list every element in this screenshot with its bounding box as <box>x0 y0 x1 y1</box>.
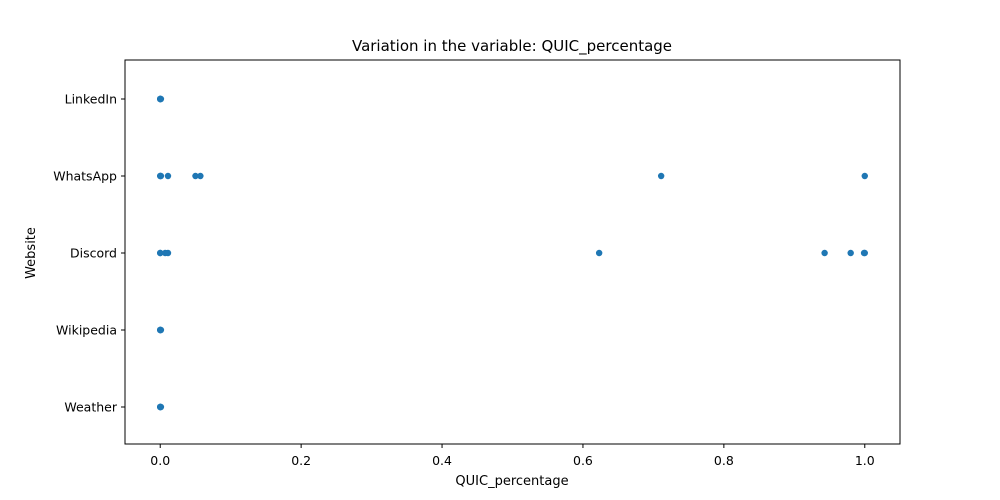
data-point <box>595 249 603 257</box>
y-tick-label: Discord <box>70 246 117 261</box>
x-axis-label: QUIC_percentage <box>455 474 568 489</box>
x-tick-label: 0.2 <box>291 453 311 468</box>
data-point <box>164 249 172 257</box>
x-tick-label: 1.0 <box>855 453 875 468</box>
x-tick-label: 0.8 <box>714 453 734 468</box>
x-tick-label: 0.6 <box>573 453 593 468</box>
y-tick-label: Wikipedia <box>56 323 117 338</box>
x-tick-label: 0.4 <box>432 453 452 468</box>
data-point <box>192 172 199 180</box>
data-point <box>861 249 868 257</box>
plot-frame <box>124 59 901 445</box>
data-point <box>157 403 165 411</box>
data-point <box>197 172 204 180</box>
x-tick-label: 0.0 <box>150 453 170 468</box>
data-points <box>157 95 868 411</box>
y-axis: LinkedIn WhatsApp Discord Wikipedia Weather <box>53 92 125 415</box>
data-point <box>861 172 868 180</box>
y-tick-label: LinkedIn <box>65 92 117 107</box>
y-axis-label: Website <box>24 227 39 279</box>
y-tick-label: WhatsApp <box>53 169 117 184</box>
data-point <box>157 172 165 180</box>
data-point <box>821 249 828 257</box>
y-tick-label: Weather <box>64 400 117 415</box>
data-point <box>157 95 165 103</box>
data-point <box>847 249 854 257</box>
chart-title: Variation in the variable: QUIC_percenta… <box>352 37 672 56</box>
x-axis: 0.0 0.2 0.4 0.6 0.8 1.0 <box>150 444 875 468</box>
data-point <box>657 172 665 180</box>
data-point <box>157 326 165 334</box>
data-point <box>164 172 172 180</box>
data-point <box>157 249 164 257</box>
